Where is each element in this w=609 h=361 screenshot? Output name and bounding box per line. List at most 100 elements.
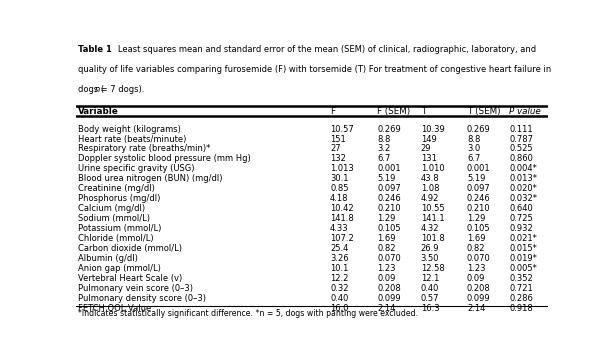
Text: 131: 131 <box>421 155 437 164</box>
Text: 2.14: 2.14 <box>467 304 485 313</box>
Text: 3.2: 3.2 <box>377 144 390 153</box>
Text: 12.58: 12.58 <box>421 264 445 273</box>
Text: 0.097: 0.097 <box>467 184 491 193</box>
Text: Anion gap (mmol/L): Anion gap (mmol/L) <box>77 264 160 273</box>
Text: 26.9: 26.9 <box>421 244 439 253</box>
Text: 5.19: 5.19 <box>467 174 485 183</box>
Text: 10.55: 10.55 <box>421 204 445 213</box>
Text: 149: 149 <box>421 135 437 144</box>
Text: 0.208: 0.208 <box>467 284 491 293</box>
Text: 1.29: 1.29 <box>467 214 485 223</box>
Text: Pulmonary density score (0–3): Pulmonary density score (0–3) <box>77 294 206 303</box>
Text: Albumin (g/dl): Albumin (g/dl) <box>77 254 138 263</box>
Text: 0.246: 0.246 <box>377 194 401 203</box>
Text: Urine specific gravity (USG): Urine specific gravity (USG) <box>77 164 194 173</box>
Text: 0.352: 0.352 <box>509 274 533 283</box>
Text: *Indicates statistically significant difference. *n = 5, dogs with panting were : *Indicates statistically significant dif… <box>77 309 418 318</box>
Text: 3.26: 3.26 <box>330 254 349 263</box>
Text: Doppler systolic blood pressure (mm Hg): Doppler systolic blood pressure (mm Hg) <box>77 155 250 164</box>
Text: 0.013*: 0.013* <box>509 174 537 183</box>
Text: 0.932: 0.932 <box>509 224 533 233</box>
Text: Blood urea nitrogen (BUN) (mg/dl): Blood urea nitrogen (BUN) (mg/dl) <box>77 174 222 183</box>
Text: Pulmonary vein score (0–3): Pulmonary vein score (0–3) <box>77 284 192 293</box>
Text: 2.14: 2.14 <box>377 304 396 313</box>
Text: 0.111: 0.111 <box>509 125 533 134</box>
Text: T (SEM): T (SEM) <box>467 107 501 116</box>
Text: 0.40: 0.40 <box>421 284 439 293</box>
Text: Table 1: Table 1 <box>77 45 111 54</box>
Text: 141.8: 141.8 <box>330 214 354 223</box>
Text: 3.0: 3.0 <box>467 144 480 153</box>
Text: 0.099: 0.099 <box>377 294 401 303</box>
Text: Vertebral Heart Scale (v): Vertebral Heart Scale (v) <box>77 274 182 283</box>
Text: 0.721: 0.721 <box>509 284 533 293</box>
Text: 4.32: 4.32 <box>421 224 439 233</box>
Text: Sodium (mmol/L): Sodium (mmol/L) <box>77 214 150 223</box>
Text: 0.070: 0.070 <box>467 254 491 263</box>
Text: 1.08: 1.08 <box>421 184 439 193</box>
Text: 0.001: 0.001 <box>467 164 490 173</box>
Text: 0.82: 0.82 <box>467 244 485 253</box>
Text: 10.42: 10.42 <box>330 204 354 213</box>
Text: 101.8: 101.8 <box>421 234 445 243</box>
Text: 0.105: 0.105 <box>467 224 490 233</box>
Text: 0.09: 0.09 <box>377 274 396 283</box>
Text: 16.3: 16.3 <box>421 304 439 313</box>
Text: P value: P value <box>509 107 541 116</box>
Text: 141.1: 141.1 <box>421 214 445 223</box>
Text: 0.32: 0.32 <box>330 284 348 293</box>
Text: 0.032*: 0.032* <box>509 194 537 203</box>
Text: Calcium (mg/dl): Calcium (mg/dl) <box>77 204 145 213</box>
Text: 30.1: 30.1 <box>330 174 348 183</box>
Text: 0.004*: 0.004* <box>509 164 537 173</box>
Text: Respiratory rate (breaths/min)*: Respiratory rate (breaths/min)* <box>77 144 210 153</box>
Text: 5.19: 5.19 <box>377 174 396 183</box>
Text: 0.40: 0.40 <box>330 294 348 303</box>
Text: Carbon dioxide (mmol/L): Carbon dioxide (mmol/L) <box>77 244 181 253</box>
Text: 0.097: 0.097 <box>377 184 401 193</box>
Text: 0.286: 0.286 <box>509 294 533 303</box>
Text: 27: 27 <box>330 144 340 153</box>
Text: = 7 dogs).: = 7 dogs). <box>98 85 145 94</box>
Text: 8.8: 8.8 <box>467 135 481 144</box>
Text: 1.69: 1.69 <box>377 234 396 243</box>
Text: 10.1: 10.1 <box>330 264 348 273</box>
Text: 16.0: 16.0 <box>330 304 348 313</box>
Text: 0.269: 0.269 <box>467 125 491 134</box>
Text: 0.82: 0.82 <box>377 244 396 253</box>
Text: 6.7: 6.7 <box>467 155 481 164</box>
Text: n: n <box>94 85 100 94</box>
Text: 1.010: 1.010 <box>421 164 445 173</box>
Text: 10.39: 10.39 <box>421 125 445 134</box>
Text: 0.210: 0.210 <box>377 204 401 213</box>
Text: 107.2: 107.2 <box>330 234 354 243</box>
Text: 29: 29 <box>421 144 431 153</box>
Text: Least squares mean and standard error of the mean (SEM) of clinical, radiographi: Least squares mean and standard error of… <box>110 45 536 54</box>
Text: Phosphorus (mg/dl): Phosphorus (mg/dl) <box>77 194 160 203</box>
Text: 0.005*: 0.005* <box>509 264 537 273</box>
Text: 0.246: 0.246 <box>467 194 491 203</box>
Text: 12.2: 12.2 <box>330 274 348 283</box>
Text: 0.525: 0.525 <box>509 144 533 153</box>
Text: 1.29: 1.29 <box>377 214 396 223</box>
Text: 4.18: 4.18 <box>330 194 348 203</box>
Text: Heart rate (beats/minute): Heart rate (beats/minute) <box>77 135 186 144</box>
Text: 132: 132 <box>330 155 346 164</box>
Text: quality of life variables comparing furosemide (F) with torsemide (T) For treatm: quality of life variables comparing furo… <box>77 65 551 74</box>
Text: 0.57: 0.57 <box>421 294 439 303</box>
Text: 0.001: 0.001 <box>377 164 401 173</box>
Text: 0.015*: 0.015* <box>509 244 537 253</box>
Text: Variable: Variable <box>77 107 118 116</box>
Text: 1.23: 1.23 <box>377 264 396 273</box>
Text: 8.8: 8.8 <box>377 135 390 144</box>
Text: 1.69: 1.69 <box>467 234 485 243</box>
Text: 0.269: 0.269 <box>377 125 401 134</box>
Text: 6.7: 6.7 <box>377 155 390 164</box>
Text: 0.019*: 0.019* <box>509 254 537 263</box>
Text: 43.8: 43.8 <box>421 174 439 183</box>
Text: T: T <box>421 107 426 116</box>
Text: 0.725: 0.725 <box>509 214 533 223</box>
Text: 12.1: 12.1 <box>421 274 439 283</box>
Text: dogs (: dogs ( <box>77 85 104 94</box>
Text: Chloride (mmol/L): Chloride (mmol/L) <box>77 234 153 243</box>
